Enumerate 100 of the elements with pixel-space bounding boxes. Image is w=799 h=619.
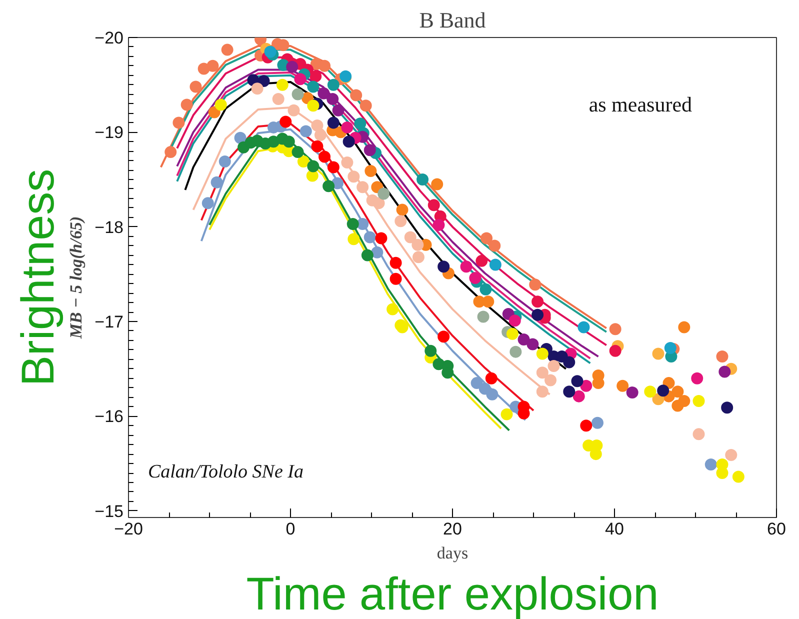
point	[591, 416, 604, 429]
point	[404, 231, 416, 244]
point	[590, 448, 602, 460]
point	[221, 44, 234, 56]
point	[206, 60, 219, 72]
x-tick-label: 40	[605, 520, 624, 538]
point	[272, 93, 284, 106]
point	[580, 380, 592, 392]
point	[364, 144, 376, 156]
point	[364, 165, 377, 177]
point	[258, 75, 270, 88]
annotation: Calan/Tololo SNe Ia	[148, 461, 304, 482]
point	[314, 129, 326, 142]
point	[364, 231, 376, 244]
point	[332, 104, 344, 116]
point	[678, 395, 690, 408]
point	[657, 384, 670, 397]
y-tick-label: −17	[94, 312, 124, 332]
point	[460, 260, 472, 273]
point	[386, 303, 399, 316]
point	[508, 314, 521, 327]
y-tick-label: −15	[94, 502, 124, 521]
point	[280, 116, 292, 128]
y-tick-label: −20	[94, 28, 124, 48]
point	[327, 161, 340, 174]
point	[354, 118, 366, 130]
point	[510, 346, 522, 358]
point	[469, 272, 482, 284]
point	[536, 366, 548, 379]
point	[292, 146, 304, 158]
x-tick-label: 60	[767, 520, 786, 538]
point	[307, 100, 320, 112]
point	[326, 93, 339, 106]
point	[486, 388, 498, 400]
point	[234, 132, 246, 144]
point	[664, 342, 676, 354]
point	[341, 156, 354, 168]
point	[180, 98, 193, 111]
point	[432, 218, 445, 231]
point	[190, 80, 202, 93]
point	[208, 106, 220, 118]
point	[300, 125, 312, 138]
point	[716, 350, 728, 363]
point	[536, 386, 548, 398]
point	[292, 88, 304, 100]
point	[276, 78, 288, 91]
point	[609, 323, 622, 336]
y-tick-label: −19	[94, 123, 124, 142]
point	[672, 386, 684, 398]
point	[318, 150, 331, 163]
point	[485, 372, 498, 384]
point	[489, 258, 502, 271]
y-tick-label: −18	[94, 218, 124, 237]
point	[716, 467, 728, 479]
point	[578, 321, 590, 334]
point	[692, 428, 705, 440]
point	[218, 156, 231, 168]
point	[264, 46, 276, 58]
point	[310, 70, 322, 82]
point	[394, 215, 407, 228]
point	[342, 136, 355, 148]
point	[721, 402, 734, 414]
point	[311, 140, 324, 152]
point	[609, 344, 622, 357]
point	[282, 136, 295, 148]
point	[348, 170, 360, 183]
point	[470, 377, 483, 390]
point	[500, 408, 513, 420]
point	[532, 308, 544, 321]
point	[544, 374, 557, 386]
point	[691, 372, 704, 384]
point	[477, 310, 490, 323]
point	[563, 386, 576, 398]
x-tick-label: 0	[286, 520, 296, 538]
point	[529, 278, 542, 291]
y-axis-title: MB − 5 log(h/65)	[66, 216, 86, 340]
point	[327, 116, 340, 129]
point	[164, 146, 177, 158]
point	[390, 256, 402, 269]
point	[488, 240, 501, 252]
point	[371, 246, 384, 258]
point	[526, 338, 539, 350]
annotation: as measured	[588, 92, 693, 117]
point	[692, 395, 705, 408]
point	[327, 78, 340, 91]
point	[518, 334, 530, 346]
point	[416, 174, 429, 186]
point	[616, 380, 629, 392]
point	[286, 60, 298, 73]
point	[210, 176, 223, 188]
point	[356, 181, 369, 194]
point	[580, 420, 592, 432]
point	[532, 296, 544, 308]
point	[378, 188, 390, 200]
x-tick-label: −20	[114, 520, 143, 538]
point	[396, 204, 408, 216]
point	[480, 283, 492, 296]
point	[572, 390, 585, 402]
point	[360, 100, 372, 112]
point	[412, 251, 424, 264]
